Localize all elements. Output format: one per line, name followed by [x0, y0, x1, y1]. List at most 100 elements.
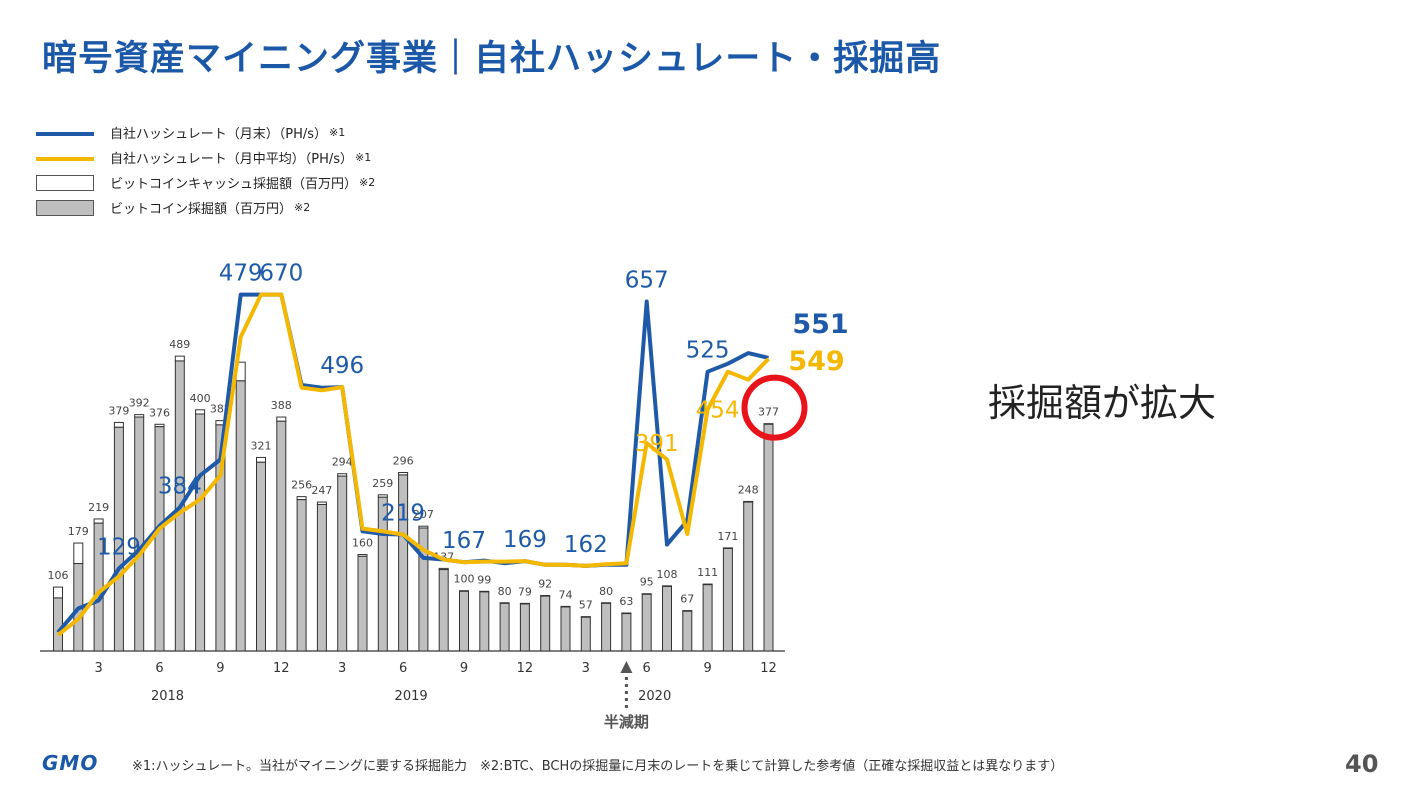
line-value-label-blue: 129: [97, 535, 141, 561]
bar-btc: [398, 474, 409, 652]
line-value-label-blue: 479: [219, 261, 263, 287]
halving-arrow-icon: [620, 661, 633, 673]
bar-btc: [337, 475, 348, 652]
bar-btc: [256, 461, 266, 652]
bar-value-label: 296: [393, 455, 414, 468]
line-value-label-blue: 670: [259, 261, 303, 287]
bar-btc: [662, 585, 672, 652]
year-label: 2020: [638, 689, 671, 704]
bar-btc: [357, 555, 368, 652]
bar-value-label: 377: [758, 406, 779, 419]
bar-btc: [702, 584, 713, 652]
bar-value-label: 388: [271, 399, 292, 412]
bar-btc: [296, 499, 307, 652]
bar-value-label: 207: [413, 508, 434, 521]
legend-note: ※2: [359, 176, 376, 189]
bar-bch: [53, 586, 63, 599]
bar-btc: [418, 527, 429, 652]
line-value-label-yellow: 549: [788, 346, 844, 377]
bar-value-label: 376: [149, 406, 170, 419]
bar-btc: [540, 595, 551, 652]
gmo-logo: GMO: [42, 751, 99, 775]
line-value-label-blue: 219: [381, 500, 425, 526]
bar-bch: [93, 518, 104, 524]
bar-value-label: 256: [291, 479, 312, 492]
bar-btc: [601, 602, 612, 652]
bar-btc: [438, 569, 449, 652]
line-value-label-blue: 496: [320, 353, 364, 379]
footer-note: ※1:ハッシュレート。当社がマイニングに要する採掘能力 ※2:BTC、BCHの採…: [132, 759, 1064, 774]
bar-value-label: 294: [332, 456, 353, 469]
x-tick-label: 6: [155, 661, 163, 676]
bar-value-label: 67: [680, 593, 694, 606]
bar-btc: [479, 591, 490, 652]
line-hashrate-month-avg: [56, 292, 770, 637]
legend-label: 自社ハッシュレート（月中平均）（PH/s）: [110, 152, 354, 167]
bar-value-label: 259: [372, 477, 393, 490]
bar-bch: [73, 542, 84, 565]
bar-value-label: 379: [108, 404, 129, 417]
bar-value-label: 248: [738, 483, 759, 496]
bar-btc: [215, 424, 226, 652]
bar-btc: [113, 426, 124, 652]
bar-btc: [560, 606, 571, 652]
bar-value-label: 400: [190, 392, 211, 405]
legend-box-gray-icon: [36, 199, 94, 216]
bar-btc: [682, 610, 693, 652]
bar-value-label: 247: [311, 484, 332, 497]
bar-btc: [235, 380, 246, 652]
bar-btc: [316, 503, 327, 652]
legend-item-month-avg: 自社ハッシュレート（月中平均）（PH/s） ※1: [36, 145, 375, 170]
bar-value-label: 392: [129, 397, 150, 410]
bar-value-label: 95: [640, 576, 654, 589]
x-tick-label: 3: [338, 661, 346, 676]
bar-btc: [459, 590, 469, 652]
chart-legend: 自社ハッシュレート（月末）（PH/s） ※1 自社ハッシュレート（月中平均）（PH…: [36, 120, 375, 220]
bar-btc: [641, 593, 652, 652]
x-tick-label: 3: [582, 661, 590, 676]
bar-btc: [763, 423, 774, 652]
bar-btc: [154, 426, 165, 652]
line-value-label-blue: 551: [792, 309, 848, 340]
bar-btc: [743, 501, 754, 652]
legend-item-bch: ビットコインキャッシュ採掘額（百万円） ※2: [36, 170, 375, 195]
bar-value-label: 74: [559, 588, 573, 601]
bar-value-label: 79: [518, 585, 532, 598]
bar-btc: [377, 496, 388, 652]
x-tick-label: 12: [517, 661, 534, 676]
bar-value-label: 100: [454, 573, 475, 586]
bar-value-label: 80: [498, 585, 512, 598]
line-value-label-blue: 525: [686, 338, 730, 364]
legend-line-yellow-icon: [36, 156, 94, 161]
bar-bch: [256, 456, 266, 463]
bar-value-label: 219: [88, 501, 109, 514]
bar-btc: [580, 616, 591, 652]
year-label: 2019: [395, 689, 428, 704]
legend-note: ※2: [294, 201, 311, 214]
bar-value-label: 80: [599, 585, 613, 598]
legend-note: ※1: [355, 151, 372, 164]
bar-btc: [519, 603, 530, 652]
bar-btc: [276, 420, 287, 652]
x-tick-label: 6: [643, 661, 651, 676]
x-tick-label: 9: [216, 661, 224, 676]
line-value-label-blue: 384: [158, 473, 202, 499]
x-tick-label: 9: [703, 661, 711, 676]
callout-text: 採掘額が拡大: [988, 381, 1217, 425]
bar-btc: [134, 416, 145, 652]
year-label: 2018: [151, 689, 184, 704]
x-tick-label: 12: [760, 661, 777, 676]
bar-btc: [53, 597, 63, 652]
legend-box-white-icon: [36, 174, 94, 191]
line-hashrate-month-end: [56, 292, 769, 634]
bar-value-label: 92: [538, 578, 552, 591]
bar-value-label: 321: [251, 439, 272, 452]
legend-line-blue-icon: [36, 131, 94, 136]
bar-value-label: 99: [477, 573, 491, 586]
bar-value-label: 489: [169, 338, 190, 351]
legend-label: ビットコイン採掘額（百万円）: [110, 202, 293, 217]
bar-btc: [722, 547, 733, 652]
x-tick-label: 12: [273, 661, 290, 676]
legend-note: ※1: [329, 126, 346, 139]
